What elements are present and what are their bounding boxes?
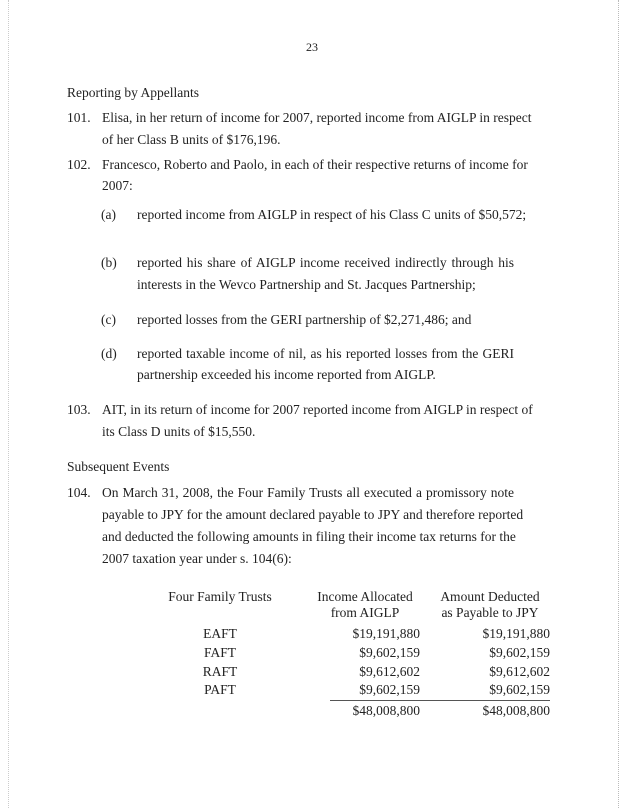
table-header: from AIGLP <box>330 605 400 620</box>
item-line: reported losses from the GERI partnershi… <box>137 312 472 327</box>
para-number: 101. <box>67 110 91 125</box>
section-heading: Subsequent Events <box>67 459 170 474</box>
item-label: (c) <box>101 312 116 327</box>
table-header: Income Allocated <box>317 589 413 604</box>
item-line: interests in the Wevco Partnership and S… <box>137 277 476 292</box>
section-heading: Reporting by Appellants <box>67 85 199 100</box>
para-number: 102. <box>67 157 91 172</box>
para-number: 104. <box>67 485 91 500</box>
para-line: payable to JPY for the amount declared p… <box>102 507 524 522</box>
item-line: partnership exceeded his income reported… <box>137 367 436 382</box>
amount-deducted: $9,602,159 <box>489 645 550 660</box>
income-allocated: $9,612,602 <box>359 664 420 679</box>
income-total: $48,008,800 <box>352 703 421 718</box>
para-line: 2007: <box>102 178 133 193</box>
item-label: (d) <box>101 346 117 361</box>
amount-deducted: $9,612,602 <box>489 664 550 679</box>
income-allocated: $9,602,159 <box>359 645 420 660</box>
item-line: reported his share of AIGLP income recei… <box>137 255 514 270</box>
deducted-total: $48,008,800 <box>482 703 551 718</box>
trust-name: RAFT <box>202 664 238 679</box>
table-header: Amount Deducted <box>440 589 540 604</box>
para-line: AIT, in its return of income for 2007 re… <box>102 402 533 417</box>
item-line: reported taxable income of nil, as his r… <box>137 346 514 361</box>
item-label: (b) <box>101 255 117 270</box>
para-line: Elisa, in her return of income for 2007,… <box>102 110 532 125</box>
income-allocated: $19,191,880 <box>352 626 421 641</box>
page-number: 23 <box>306 40 318 54</box>
item-line: reported income from AIGLP in respect of… <box>137 207 527 222</box>
para-line: and deducted the following amounts in fi… <box>102 529 516 544</box>
para-line: 2007 taxation year under s. 104(6): <box>102 551 292 566</box>
scan-edge-left <box>8 0 10 808</box>
amount-deducted: $19,191,880 <box>482 626 551 641</box>
income-allocated: $9,602,159 <box>359 682 420 697</box>
para-number: 103. <box>67 402 91 417</box>
total-rule <box>330 700 550 701</box>
trust-name: EAFT <box>203 626 237 641</box>
trust-name: FAFT <box>203 645 236 660</box>
para-line: On March 31, 2008, the Four Family Trust… <box>102 485 514 500</box>
trust-name: PAFT <box>204 682 236 697</box>
para-line: its Class D units of $15,550. <box>102 424 256 439</box>
item-label: (a) <box>101 207 116 222</box>
table-header: Four Family Trusts <box>168 589 272 604</box>
para-line: of her Class B units of $176,196. <box>102 132 281 147</box>
para-line: Francesco, Roberto and Paolo, in each of… <box>102 157 528 172</box>
scan-edge-right <box>618 0 620 808</box>
amount-deducted: $9,602,159 <box>489 682 550 697</box>
table-header: as Payable to JPY <box>441 605 539 620</box>
